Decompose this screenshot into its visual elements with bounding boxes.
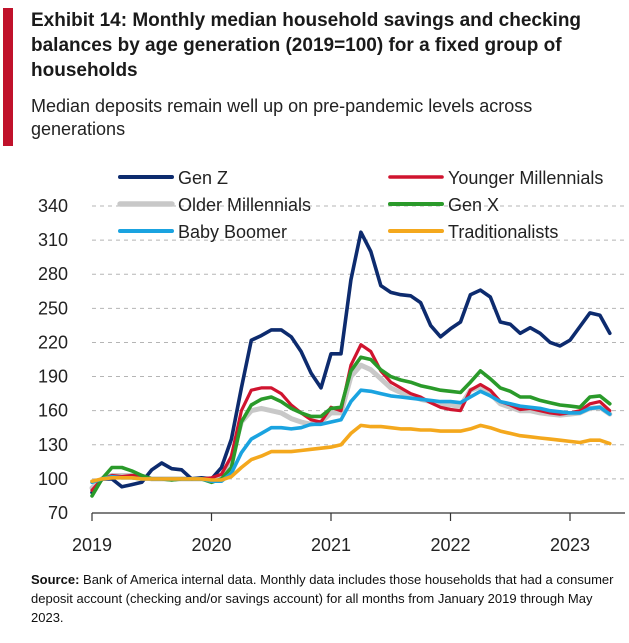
y-axis-ticks: 70 100 130 160 190 220 250 280 310 340 [38, 196, 68, 523]
legend-item-baby-boomer: Baby Boomer [118, 222, 287, 242]
y-tick-label: 310 [38, 230, 68, 250]
grid [92, 205, 625, 514]
legend-item-gen-x: Gen X [388, 195, 499, 215]
accent-bar [3, 8, 13, 146]
y-tick-label: 220 [38, 332, 68, 352]
legend: Gen Z Younger Millennials Older Millennial… [117, 168, 603, 242]
series-line-traditionalists [90, 423, 612, 484]
x-tick-label: 2020 [191, 535, 231, 555]
chart-subtitle: Median deposits remain well up on pre-pa… [31, 96, 533, 139]
y-tick-label: 160 [38, 401, 68, 421]
y-tick-label: 190 [38, 367, 68, 387]
legend-label: Gen X [448, 195, 499, 215]
y-tick-label: 70 [48, 503, 68, 523]
legend-label: Baby Boomer [178, 222, 287, 242]
series-lines [89, 230, 613, 498]
legend-item-younger-millennials: Younger Millennials [388, 168, 603, 188]
y-tick-label: 100 [38, 469, 68, 489]
source-note: Source: Bank of America internal data. M… [31, 570, 621, 627]
y-tick-label: 340 [38, 196, 68, 216]
series-line-gen-z [90, 230, 612, 495]
source-text: Bank of America internal data. Monthly d… [31, 572, 614, 625]
y-tick-label: 280 [38, 264, 68, 284]
y-tick-label: 250 [38, 298, 68, 318]
y-tick-label: 130 [38, 435, 68, 455]
legend-label: Traditionalists [448, 222, 558, 242]
source-label: Source: [31, 572, 80, 587]
chart-title: Exhibit 14: Monthly median household sav… [31, 10, 582, 81]
x-tick-label: 2022 [430, 535, 470, 555]
legend-label: Older Millennials [178, 195, 311, 215]
legend-label: Younger Millennials [448, 168, 603, 188]
x-tick-label: 2023 [550, 535, 590, 555]
x-tick-label: 2021 [311, 535, 351, 555]
legend-item-traditionalists: Traditionalists [388, 222, 558, 242]
x-axis: 2019 2020 2021 2022 2023 [72, 512, 625, 555]
legend-item-older-millennials: Older Millennials [117, 195, 311, 215]
legend-label: Gen Z [178, 168, 228, 188]
x-tick-label: 2019 [72, 535, 112, 555]
legend-item-gen-z: Gen Z [118, 168, 228, 188]
